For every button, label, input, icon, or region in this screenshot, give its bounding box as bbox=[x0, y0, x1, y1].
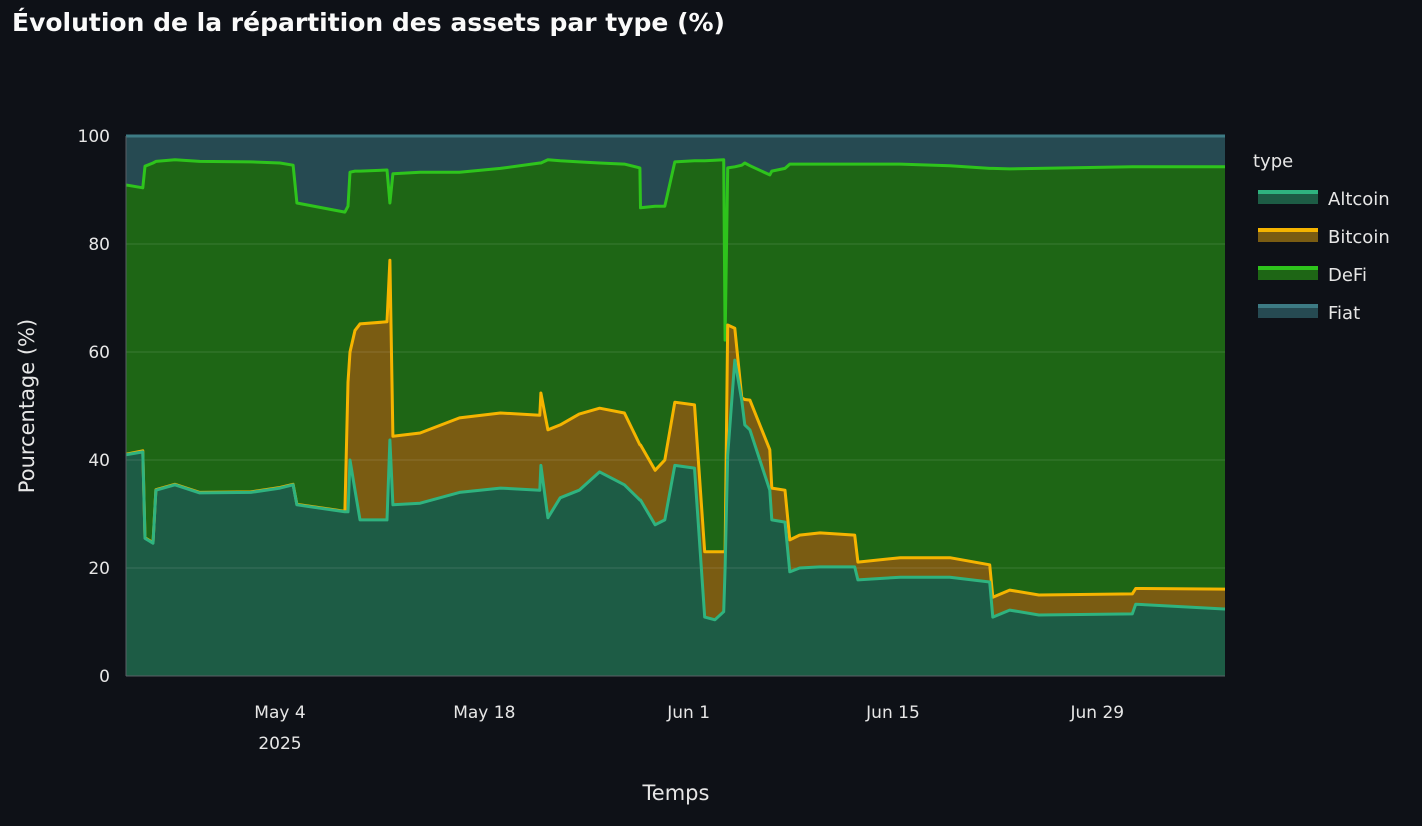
y-tick-label: 60 bbox=[88, 343, 110, 363]
x-tick-label: Jun 15 bbox=[865, 703, 920, 723]
y-tick-label: 80 bbox=[88, 235, 110, 255]
axes: 0 20 40 60 80 100 May 4 2025 May 18 Jun 1 Jun 15 Ju… bbox=[78, 127, 1225, 754]
legend-label-bitcoin: Bitcoin bbox=[1328, 227, 1390, 248]
legend-title: type bbox=[1253, 151, 1293, 172]
legend-swatch-line-bitcoin bbox=[1258, 228, 1318, 232]
line-altcoin bbox=[125, 358, 1226, 622]
area-defi bbox=[126, 159, 1225, 598]
plot-lines bbox=[125, 134, 1226, 622]
legend-swatch-line-fiat bbox=[1258, 304, 1318, 308]
x-tick-label: May 4 bbox=[254, 703, 305, 723]
y-axis-label: Pourcentage (%) bbox=[15, 319, 39, 493]
plot-areas bbox=[126, 136, 1225, 676]
area-bitcoin bbox=[126, 260, 1225, 620]
legend-swatch-line-altcoin bbox=[1258, 190, 1318, 194]
x-tick-label: Jun 1 bbox=[666, 703, 710, 723]
legend-label-altcoin: Altcoin bbox=[1328, 189, 1390, 210]
legend-swatch-line-defi bbox=[1258, 266, 1318, 270]
x-axis-label: Temps bbox=[642, 781, 710, 805]
x-tick-label: Jun 29 bbox=[1069, 703, 1124, 723]
line-defi bbox=[125, 158, 1226, 342]
y-tick-label: 20 bbox=[88, 559, 110, 579]
legend-label-defi: DeFi bbox=[1328, 265, 1367, 286]
legend-label-fiat: Fiat bbox=[1328, 303, 1360, 324]
y-tick-label: 100 bbox=[78, 127, 110, 147]
area-altcoin bbox=[126, 360, 1225, 676]
y-tick-label: 0 bbox=[99, 667, 110, 687]
x-tick-sublabel: 2025 bbox=[258, 734, 301, 754]
area-fiat bbox=[126, 136, 1225, 341]
legend: type Altcoin Bitcoin DeFi Fiat bbox=[1253, 151, 1390, 324]
chart-title: Évolution de la répartition des assets p… bbox=[12, 8, 725, 37]
x-tick-label: May 18 bbox=[453, 703, 515, 723]
y-tick-label: 40 bbox=[88, 451, 110, 471]
